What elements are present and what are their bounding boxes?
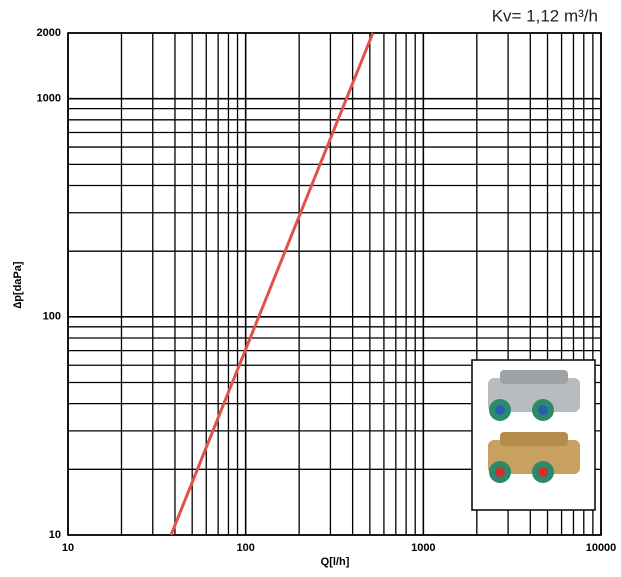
- x-tick-label: 10: [62, 542, 74, 554]
- y-tick-label: 2000: [37, 27, 61, 39]
- chart: Kv= 1,12 m³/h Q[l/h] ∆p[daPa] 10 100 1000 1…: [0, 0, 621, 572]
- product-photo: [472, 360, 595, 510]
- chart-title: Kv= 1,12 m³/h: [492, 6, 598, 25]
- y-tick-label: 100: [43, 311, 61, 323]
- y-tick-label: 1000: [37, 93, 61, 105]
- y-tick-label: 10: [49, 529, 61, 541]
- x-axis-label: Q[l/h]: [321, 556, 350, 568]
- x-tick-label: 100: [236, 542, 254, 554]
- x-tick-label: 1000: [411, 542, 435, 554]
- y-axis-label: ∆p[daPa]: [12, 261, 24, 308]
- x-tick-label: 10000: [586, 542, 617, 554]
